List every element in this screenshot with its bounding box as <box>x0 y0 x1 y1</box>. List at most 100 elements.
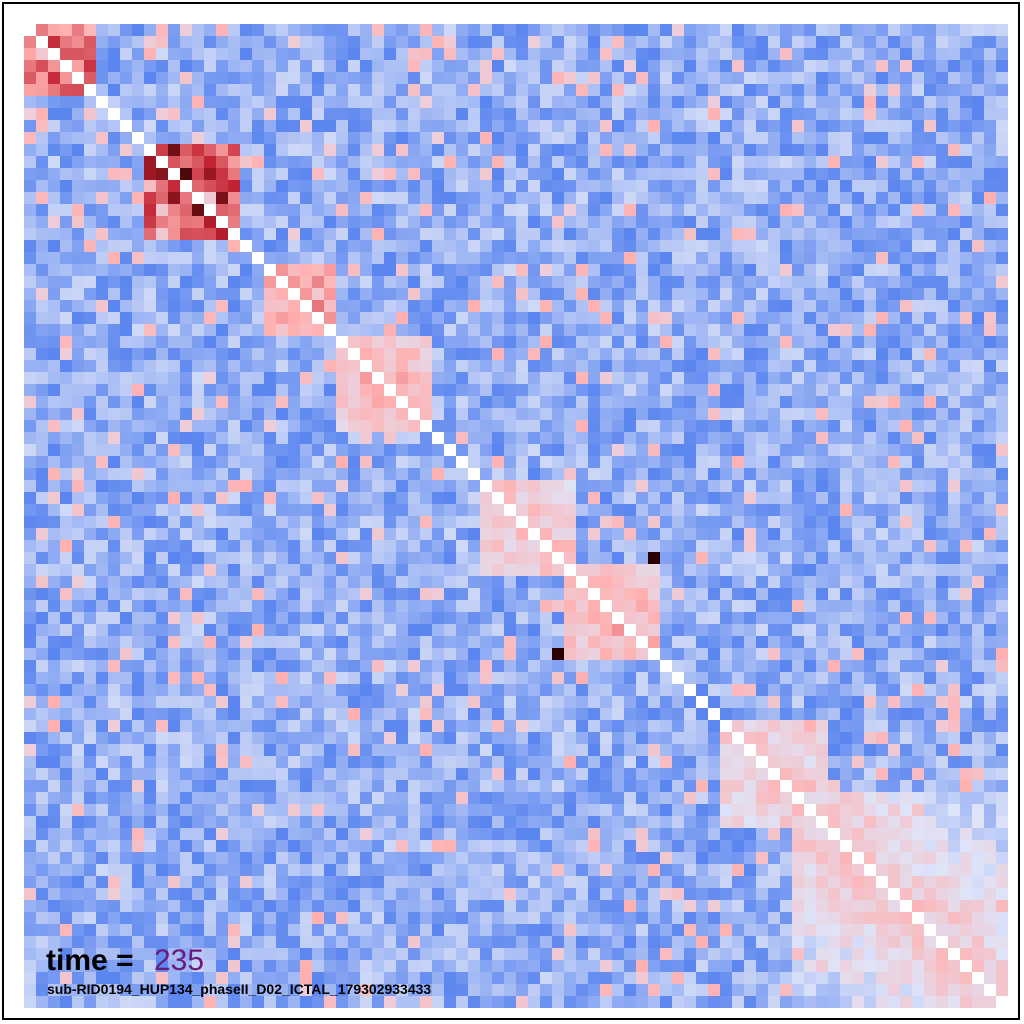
heatmap-cell <box>384 312 397 325</box>
heatmap-cell <box>168 264 181 277</box>
heatmap-cell <box>732 84 745 97</box>
heatmap-cell <box>636 576 649 589</box>
heatmap-cell <box>444 384 457 397</box>
heatmap-cell <box>36 420 49 433</box>
heatmap-cell <box>96 192 109 205</box>
heatmap-cell <box>480 108 493 121</box>
heatmap-cell <box>600 648 613 661</box>
heatmap-cell <box>624 516 637 529</box>
heatmap-cell <box>24 408 37 421</box>
heatmap-cell <box>24 144 37 157</box>
heatmap-cell <box>420 192 433 205</box>
heatmap-cell <box>468 480 481 493</box>
heatmap-cell <box>720 360 733 373</box>
heatmap-cell <box>744 120 757 133</box>
heatmap-cell <box>240 384 253 397</box>
heatmap-cell <box>252 408 265 421</box>
heatmap-cell <box>864 384 877 397</box>
heatmap-cell <box>756 684 769 697</box>
heatmap-cell <box>324 72 337 85</box>
heatmap-cell <box>240 252 253 265</box>
heatmap-cell <box>204 552 217 565</box>
heatmap-cell <box>372 252 385 265</box>
heatmap-cell <box>720 192 733 205</box>
heatmap-cell <box>696 36 709 49</box>
heatmap-cell <box>912 420 925 433</box>
heatmap-cell <box>528 96 541 109</box>
heatmap-cell <box>816 132 829 145</box>
heatmap-cell <box>648 480 661 493</box>
heatmap-cell <box>744 408 757 421</box>
heatmap-cell <box>240 612 253 625</box>
heatmap-cell <box>924 684 937 697</box>
heatmap-cell <box>780 324 793 337</box>
heatmap-cell <box>48 600 61 613</box>
heatmap-cell <box>132 60 145 73</box>
heatmap-cell <box>672 732 685 745</box>
heatmap-cell <box>864 84 877 97</box>
heatmap-diagonal-cell <box>36 36 49 49</box>
heatmap-cell <box>432 360 445 373</box>
heatmap-cell <box>276 192 289 205</box>
heatmap-cell <box>648 84 661 97</box>
heatmap-cell <box>984 228 997 241</box>
heatmap-cell <box>204 624 217 637</box>
heatmap-cell <box>372 48 385 61</box>
heatmap-cell <box>312 36 325 49</box>
heatmap-cell <box>24 240 37 253</box>
heatmap-cell <box>408 84 421 97</box>
heatmap-cell <box>240 168 253 181</box>
heatmap-cell <box>444 576 457 589</box>
heatmap-cell <box>480 60 493 73</box>
heatmap-cell <box>516 36 529 49</box>
heatmap-cell <box>156 252 169 265</box>
heatmap-cell <box>852 468 865 481</box>
heatmap-cell <box>120 240 133 253</box>
heatmap-cell <box>168 84 181 97</box>
heatmap-cell <box>288 528 301 541</box>
heatmap-cell <box>768 228 781 241</box>
heatmap-cell <box>504 432 517 445</box>
heatmap-cell <box>588 408 601 421</box>
heatmap-cell <box>672 60 685 73</box>
heatmap-cell <box>120 48 133 61</box>
heatmap-cell <box>744 528 757 541</box>
heatmap-cell <box>696 96 709 109</box>
heatmap-cell <box>732 708 745 721</box>
heatmap-diagonal-cell <box>732 732 745 745</box>
heatmap-cell <box>768 156 781 169</box>
heatmap-cell <box>828 636 841 649</box>
heatmap-cell <box>336 216 349 229</box>
heatmap-cell <box>468 684 481 697</box>
heatmap-cell <box>744 732 757 745</box>
heatmap-cell <box>168 144 181 157</box>
heatmap-cell <box>444 36 457 49</box>
heatmap-cell <box>552 132 565 145</box>
heatmap-cell <box>252 192 265 205</box>
heatmap-cell <box>336 408 349 421</box>
heatmap-cell <box>780 468 793 481</box>
heatmap-cell <box>972 456 985 469</box>
heatmap-cell <box>36 408 49 421</box>
heatmap-cell <box>252 636 265 649</box>
heatmap-cell <box>660 240 673 253</box>
heatmap-cell <box>360 456 373 469</box>
heatmap-cell <box>48 348 61 361</box>
heatmap-cell <box>648 408 661 421</box>
heatmap-cell <box>348 360 361 373</box>
heatmap-cell <box>840 516 853 529</box>
heatmap-cell <box>924 552 937 565</box>
heatmap-cell <box>564 516 577 529</box>
heatmap-cell <box>768 600 781 613</box>
heatmap-cell <box>720 696 733 709</box>
heatmap-cell <box>936 348 949 361</box>
heatmap-cell <box>156 696 169 709</box>
heatmap-cell <box>672 576 685 589</box>
heatmap-cell <box>540 480 553 493</box>
heatmap-cell <box>732 492 745 505</box>
heatmap-cell <box>924 336 937 349</box>
heatmap-cell <box>564 504 577 517</box>
heatmap-cell <box>180 696 193 709</box>
heatmap-cell <box>708 552 721 565</box>
heatmap-cell <box>924 408 937 421</box>
